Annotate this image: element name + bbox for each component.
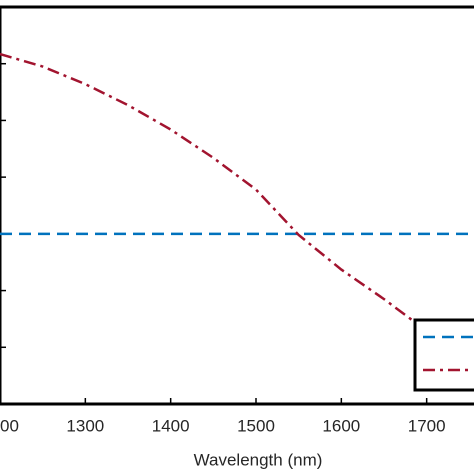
x-tick-label: 1200 <box>0 416 19 435</box>
data-line <box>0 52 419 326</box>
x-tick-label: 1600 <box>322 416 360 435</box>
plot-frame <box>0 5 474 406</box>
legend-box <box>413 318 474 392</box>
x-tick-label: 1400 <box>152 416 190 435</box>
x-tick-label: 1500 <box>237 416 275 435</box>
x-axis-label: Wavelength (nm) <box>194 450 323 469</box>
x-tick-label: 1300 <box>66 416 104 435</box>
x-tick-label: 1700 <box>408 416 446 435</box>
